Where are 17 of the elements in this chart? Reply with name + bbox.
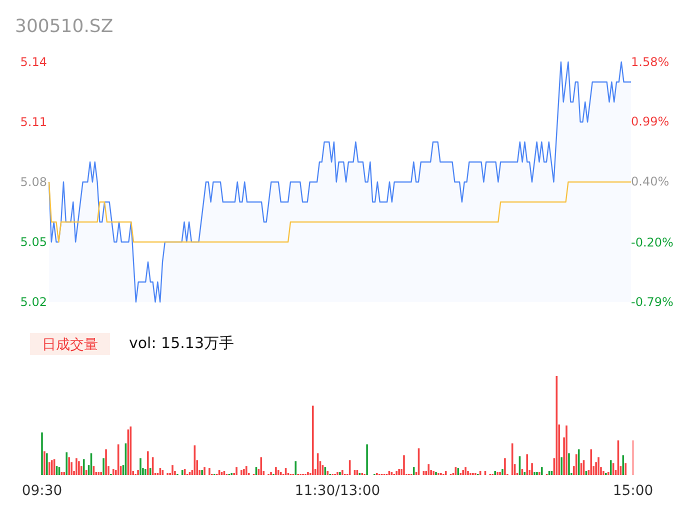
line-series (48, 181, 632, 243)
y2-tick-label: 1.58% (631, 55, 670, 69)
y-tick-label: 5.08 (20, 175, 47, 189)
y-tick-label: 5.14 (20, 55, 47, 69)
y2-tick-label: -0.20% (631, 235, 674, 250)
y2-tick-label: 0.99% (631, 114, 670, 129)
y2-tick-label: -0.79% (631, 295, 674, 309)
y2-tick-label: 0.40% (631, 174, 670, 188)
x-tick-label: 15:00 (612, 483, 654, 499)
x-tick-label: 09:30 (22, 483, 62, 499)
y-tick-label: 5.02 (20, 295, 47, 309)
x-tick-label: 11:30/13:00 (294, 483, 380, 499)
chart-title: 300510.SZ (15, 16, 114, 37)
chart-title: 日成交量 (42, 337, 98, 353)
y-tick-label: 5.11 (20, 115, 47, 129)
chart-subtitle: vol: 15.13万手 (129, 334, 234, 352)
y-tick-label: 5.05 (20, 235, 47, 249)
